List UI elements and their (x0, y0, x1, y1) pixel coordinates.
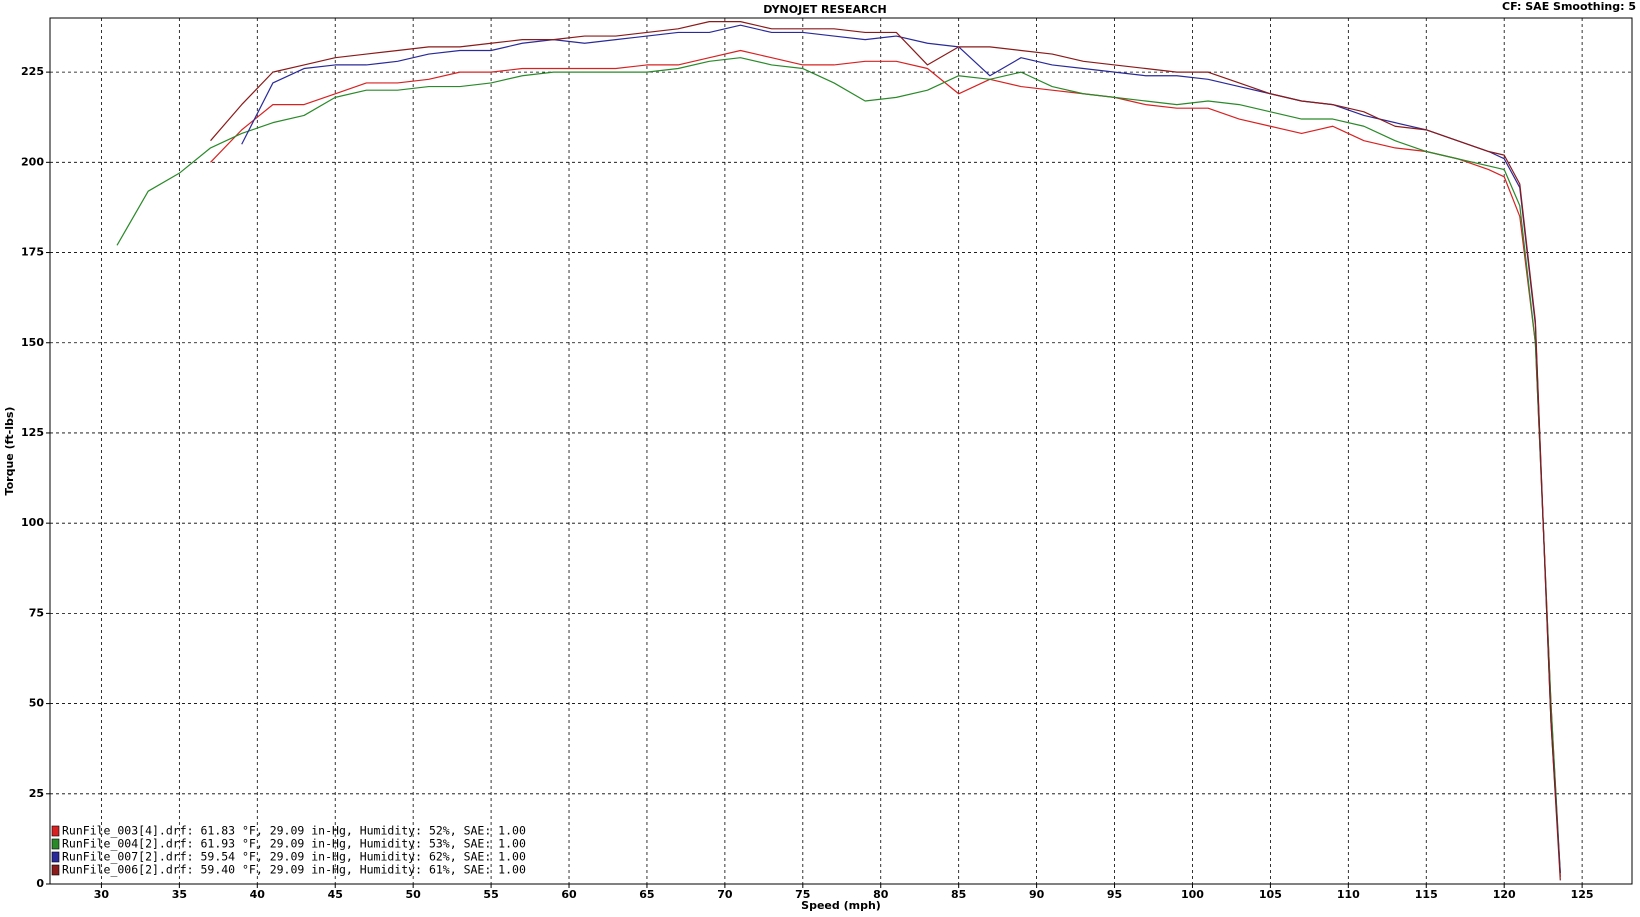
x-tick-label: 110 (1337, 888, 1360, 901)
y-tick-label: 25 (29, 787, 44, 800)
chart-subtitle: CF: SAE Smoothing: 5 (1502, 0, 1636, 13)
x-tick-label: 95 (1107, 888, 1122, 901)
x-tick-label: 85 (951, 888, 966, 901)
legend-entry: RunFile_007[2].drf: 59.54 °F, 29.09 in-H… (62, 850, 526, 864)
y-tick-label: 75 (29, 606, 44, 619)
x-tick-label: 50 (406, 888, 422, 901)
x-tick-label: 45 (328, 888, 343, 901)
x-tick-label: 125 (1571, 888, 1594, 901)
y-axis-label: Torque (ft-lbs) (3, 407, 16, 496)
legend-entry: RunFile_004[2].drf: 61.93 °F, 29.09 in-H… (62, 837, 526, 851)
x-tick-label: 75 (795, 888, 810, 901)
x-tick-label: 30 (94, 888, 110, 901)
y-tick-label: 0 (36, 877, 44, 890)
series-line (210, 21, 1561, 881)
y-tick-label: 50 (29, 697, 45, 710)
x-tick-label: 105 (1259, 888, 1282, 901)
legend-entry: RunFile_006[2].drf: 59.40 °F, 29.09 in-H… (62, 863, 526, 877)
y-tick-label: 200 (21, 155, 44, 168)
legend-swatch (51, 864, 60, 876)
y-tick-label: 225 (21, 65, 44, 78)
x-tick-label: 100 (1181, 888, 1204, 901)
series-line (241, 24, 1561, 874)
x-axis-label: Speed (mph) (801, 899, 881, 912)
x-tick-label: 115 (1415, 888, 1438, 901)
series-line (116, 57, 1561, 874)
legend-swatch (51, 838, 60, 850)
x-tick-label: 80 (873, 888, 889, 901)
x-tick-label: 35 (172, 888, 187, 901)
chart-title: DYNOJET RESEARCH (763, 3, 886, 16)
y-tick-label: 100 (21, 516, 44, 529)
legend-swatch (51, 825, 60, 837)
x-tick-label: 65 (639, 888, 654, 901)
legend-entry: RunFile_003[4].drf: 61.83 °F, 29.09 in-H… (62, 824, 526, 838)
series-line (210, 49, 1561, 877)
x-tick-label: 90 (1029, 888, 1045, 901)
x-tick-label: 55 (483, 888, 498, 901)
y-tick-label: 175 (21, 246, 44, 259)
y-tick-label: 125 (21, 426, 44, 439)
plot-area (49, 17, 1633, 885)
y-tick-label: 150 (21, 336, 44, 349)
x-tick-label: 40 (250, 888, 266, 901)
x-tick-label: 120 (1493, 888, 1516, 901)
legend-swatch (51, 851, 60, 863)
x-tick-label: 70 (717, 888, 733, 901)
x-tick-label: 60 (561, 888, 577, 901)
